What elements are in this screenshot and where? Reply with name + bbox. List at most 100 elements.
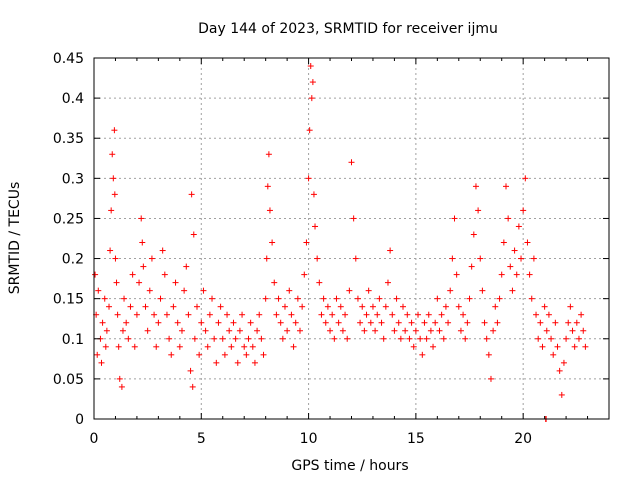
data-point bbox=[190, 231, 197, 238]
data-point bbox=[460, 311, 467, 318]
data-point bbox=[111, 127, 118, 134]
data-point bbox=[333, 295, 340, 302]
data-point bbox=[228, 343, 235, 350]
data-point bbox=[513, 271, 520, 278]
data-point bbox=[284, 327, 291, 334]
data-point bbox=[108, 207, 115, 214]
data-point bbox=[187, 367, 194, 374]
data-point bbox=[161, 271, 168, 278]
data-point bbox=[243, 351, 250, 358]
data-point bbox=[492, 303, 499, 310]
data-point bbox=[258, 335, 265, 342]
data-point bbox=[438, 311, 445, 318]
y-tick-label: 0.3 bbox=[62, 171, 84, 187]
data-point bbox=[121, 295, 128, 302]
axis-ticks bbox=[93, 57, 609, 420]
data-point bbox=[309, 79, 316, 86]
data-point bbox=[483, 335, 490, 342]
data-point bbox=[436, 327, 443, 334]
data-point bbox=[123, 319, 130, 326]
data-point bbox=[308, 95, 315, 102]
data-point bbox=[530, 255, 537, 262]
data-point bbox=[389, 311, 396, 318]
data-point bbox=[346, 287, 353, 294]
data-point bbox=[397, 335, 404, 342]
data-point bbox=[224, 311, 231, 318]
data-point bbox=[170, 303, 177, 310]
data-point bbox=[316, 279, 323, 286]
data-point bbox=[466, 295, 473, 302]
data-point bbox=[198, 319, 205, 326]
data-point bbox=[421, 319, 428, 326]
data-point bbox=[485, 351, 492, 358]
y-tick-label: 0.4 bbox=[62, 91, 84, 107]
data-point bbox=[518, 255, 525, 262]
data-point bbox=[384, 279, 391, 286]
data-point bbox=[245, 335, 252, 342]
data-point bbox=[563, 335, 570, 342]
y-tick-label: 0.1 bbox=[62, 332, 84, 348]
data-point bbox=[357, 319, 364, 326]
data-point bbox=[573, 319, 580, 326]
x-tick-label: 0 bbox=[90, 431, 99, 447]
data-point bbox=[314, 255, 321, 262]
data-point bbox=[288, 311, 295, 318]
data-points bbox=[92, 63, 589, 422]
data-point bbox=[342, 311, 349, 318]
data-point bbox=[567, 303, 574, 310]
data-point bbox=[174, 319, 181, 326]
data-point bbox=[146, 287, 153, 294]
data-point bbox=[217, 303, 224, 310]
data-point bbox=[118, 383, 125, 390]
data-point bbox=[200, 287, 207, 294]
data-point bbox=[247, 319, 254, 326]
data-point bbox=[539, 343, 546, 350]
x-axis-label: GPS time / hours bbox=[291, 458, 408, 474]
data-point bbox=[560, 359, 567, 366]
data-point bbox=[376, 295, 383, 302]
data-point bbox=[103, 327, 110, 334]
data-point bbox=[275, 295, 282, 302]
data-point bbox=[112, 255, 119, 262]
data-point bbox=[138, 215, 145, 222]
data-point bbox=[352, 255, 359, 262]
data-point bbox=[185, 311, 192, 318]
x-tick-label: 5 bbox=[197, 431, 206, 447]
data-point bbox=[209, 295, 216, 302]
data-point bbox=[569, 327, 576, 334]
data-point bbox=[101, 295, 108, 302]
data-point bbox=[189, 383, 196, 390]
data-point bbox=[115, 343, 122, 350]
data-point bbox=[301, 271, 308, 278]
data-point bbox=[234, 359, 241, 366]
data-point bbox=[331, 335, 338, 342]
data-point bbox=[271, 279, 278, 286]
data-point bbox=[215, 319, 222, 326]
data-point bbox=[320, 295, 327, 302]
data-point bbox=[432, 319, 439, 326]
data-point bbox=[144, 327, 151, 334]
data-point bbox=[95, 287, 102, 294]
data-point bbox=[290, 343, 297, 350]
data-point bbox=[230, 319, 237, 326]
data-point bbox=[335, 319, 342, 326]
data-point bbox=[262, 295, 269, 302]
data-point bbox=[155, 319, 162, 326]
data-point bbox=[468, 263, 475, 270]
data-point bbox=[183, 263, 190, 270]
x-tick-label: 15 bbox=[407, 431, 425, 447]
data-point bbox=[310, 191, 317, 198]
data-point bbox=[374, 311, 381, 318]
data-point bbox=[232, 335, 239, 342]
data-point bbox=[453, 271, 460, 278]
data-point bbox=[548, 335, 555, 342]
chart-title: Day 144 of 2023, SRMTID for receiver ijm… bbox=[198, 21, 498, 37]
data-point bbox=[163, 311, 170, 318]
data-point bbox=[202, 327, 209, 334]
data-point bbox=[550, 351, 557, 358]
data-point bbox=[580, 327, 587, 334]
data-point bbox=[554, 343, 561, 350]
data-point bbox=[378, 319, 385, 326]
data-point bbox=[281, 303, 288, 310]
